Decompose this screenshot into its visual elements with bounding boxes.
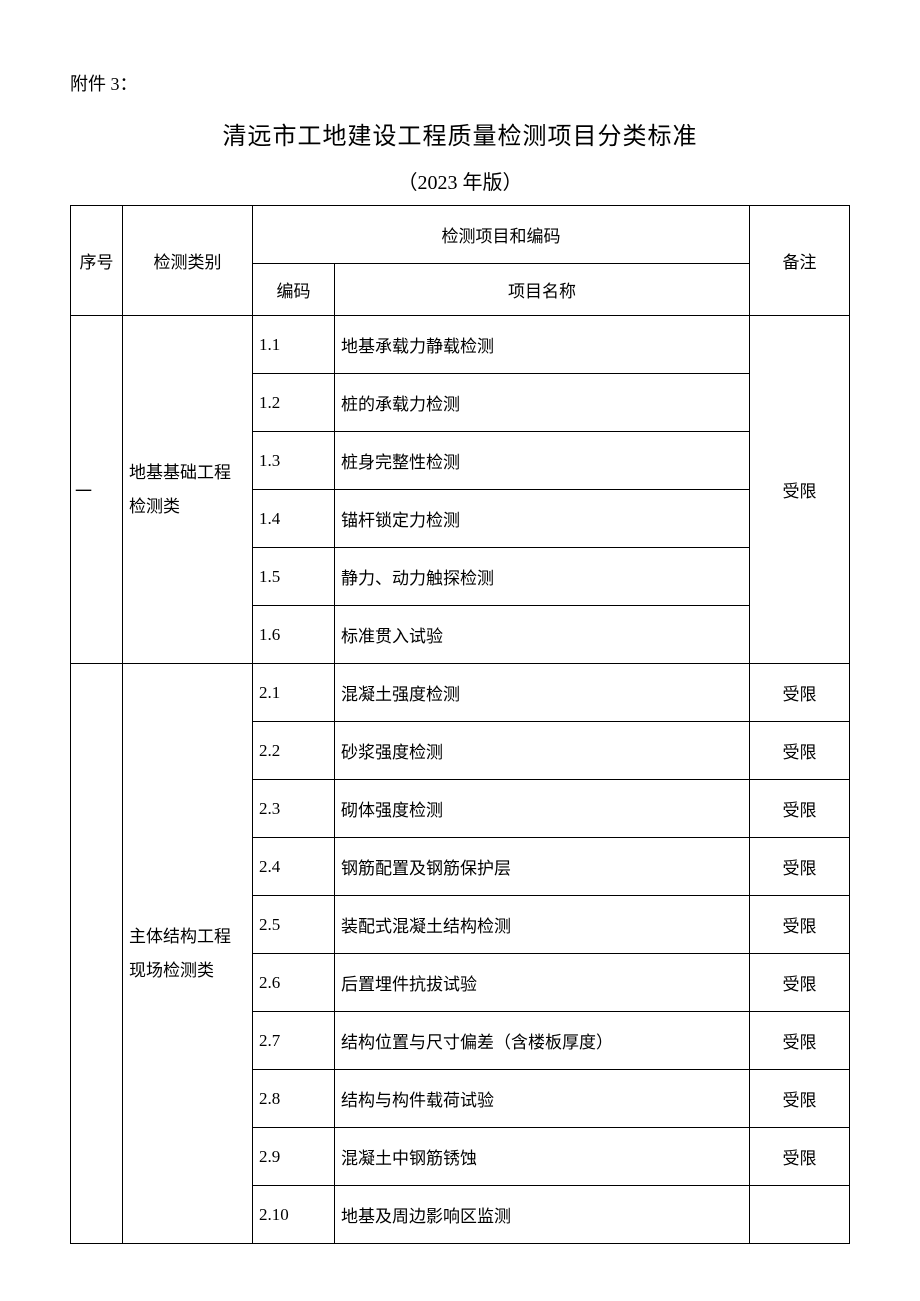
code-cell: 2.6 bbox=[253, 954, 335, 1012]
code-cell: 2.5 bbox=[253, 896, 335, 954]
header-item-group: 检测项目和编码 bbox=[253, 206, 750, 264]
code-cell: 2.4 bbox=[253, 838, 335, 896]
name-cell: 混凝土中钢筋锈蚀 bbox=[335, 1128, 750, 1186]
name-cell: 装配式混凝土结构检测 bbox=[335, 896, 750, 954]
code-cell: 2.8 bbox=[253, 1070, 335, 1128]
name-cell: 混凝土强度检测 bbox=[335, 664, 750, 722]
category-cell: 主体结构工程现场检测类 bbox=[123, 664, 253, 1244]
name-cell: 结构位置与尺寸偏差（含楼板厚度） bbox=[335, 1012, 750, 1070]
header-note: 备注 bbox=[750, 206, 850, 316]
code-cell: 2.3 bbox=[253, 780, 335, 838]
note-cell: 受限 bbox=[750, 838, 850, 896]
note-cell: 受限 bbox=[750, 316, 850, 664]
name-cell: 结构与构件载荷试验 bbox=[335, 1070, 750, 1128]
table-row: 一 地基基础工程检测类 1.1 地基承载力静载检测 受限 bbox=[71, 316, 850, 374]
code-cell: 1.1 bbox=[253, 316, 335, 374]
code-cell: 2.1 bbox=[253, 664, 335, 722]
name-cell: 锚杆锁定力检测 bbox=[335, 490, 750, 548]
name-cell: 后置埋件抗拔试验 bbox=[335, 954, 750, 1012]
table-row: 主体结构工程现场检测类 2.1 混凝土强度检测 受限 bbox=[71, 664, 850, 722]
note-cell: 受限 bbox=[750, 1128, 850, 1186]
note-cell: 受限 bbox=[750, 780, 850, 838]
code-cell: 1.6 bbox=[253, 606, 335, 664]
note-cell: 受限 bbox=[750, 896, 850, 954]
note-cell: 受限 bbox=[750, 1012, 850, 1070]
code-cell: 2.9 bbox=[253, 1128, 335, 1186]
name-cell: 标准贯入试验 bbox=[335, 606, 750, 664]
code-cell: 2.10 bbox=[253, 1186, 335, 1244]
code-cell: 2.2 bbox=[253, 722, 335, 780]
header-seq: 序号 bbox=[71, 206, 123, 316]
header-name: 项目名称 bbox=[335, 264, 750, 316]
name-cell: 地基承载力静载检测 bbox=[335, 316, 750, 374]
name-cell: 静力、动力触探检测 bbox=[335, 548, 750, 606]
attachment-label: 附件 3： bbox=[70, 70, 850, 96]
name-cell: 桩身完整性检测 bbox=[335, 432, 750, 490]
seq-cell: 一 bbox=[71, 316, 123, 664]
code-cell: 1.4 bbox=[253, 490, 335, 548]
name-cell: 钢筋配置及钢筋保护层 bbox=[335, 838, 750, 896]
document-title: 清远市工地建设工程质量检测项目分类标准 bbox=[70, 116, 850, 151]
name-cell: 砂浆强度检测 bbox=[335, 722, 750, 780]
seq-cell bbox=[71, 664, 123, 1244]
standards-table: 序号 检测类别 检测项目和编码 备注 编码 项目名称 一 地基基础工程检测类 1… bbox=[70, 205, 850, 1244]
code-cell: 1.2 bbox=[253, 374, 335, 432]
name-cell: 地基及周边影响区监测 bbox=[335, 1186, 750, 1244]
category-cell: 地基基础工程检测类 bbox=[123, 316, 253, 664]
header-code: 编码 bbox=[253, 264, 335, 316]
note-cell: 受限 bbox=[750, 664, 850, 722]
note-cell: 受限 bbox=[750, 722, 850, 780]
document-version: （2023 年版） bbox=[70, 166, 850, 195]
name-cell: 砌体强度检测 bbox=[335, 780, 750, 838]
name-cell: 桩的承载力检测 bbox=[335, 374, 750, 432]
code-cell: 1.3 bbox=[253, 432, 335, 490]
header-category: 检测类别 bbox=[123, 206, 253, 316]
note-cell bbox=[750, 1186, 850, 1244]
code-cell: 2.7 bbox=[253, 1012, 335, 1070]
note-cell: 受限 bbox=[750, 1070, 850, 1128]
code-cell: 1.5 bbox=[253, 548, 335, 606]
note-cell: 受限 bbox=[750, 954, 850, 1012]
